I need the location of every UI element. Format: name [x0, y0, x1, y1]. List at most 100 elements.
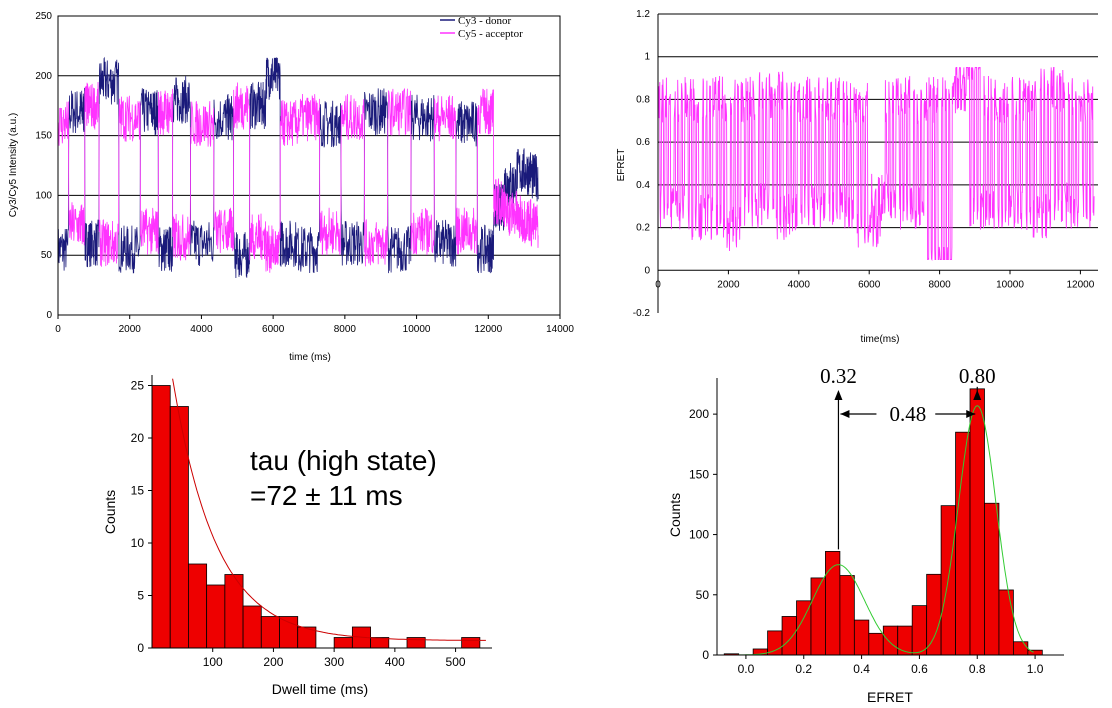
dwell-ytick-label: 5: [137, 589, 144, 603]
delta-label: 0.48: [889, 402, 926, 426]
intensity-ytick-label: 100: [35, 190, 52, 201]
dwell-ylabel: Counts: [102, 490, 118, 534]
intensity-xtick-label: 12000: [474, 324, 502, 335]
dwell-bar: [151, 385, 171, 649]
intensity-xtick-label: 4000: [190, 324, 213, 335]
intensity-xtick-label: 10000: [403, 324, 431, 335]
efret-hist-xtick-label: 0.6: [911, 662, 928, 676]
peak2-label: 0.80: [959, 364, 996, 388]
dwell-ytick-label: 0: [137, 641, 144, 655]
efret-trace-xtick-label: 8000: [928, 279, 951, 290]
dwell-ytick-label: 10: [131, 536, 145, 550]
efret-hist-xlabel: EFRET: [867, 689, 913, 705]
efret-hist-ytick-label: 0: [702, 648, 709, 662]
intensity-trace-panel: 0 50 100 150 200 250 0 2000 4000 6000 8000 10000 120…: [8, 11, 574, 363]
peak1-arrowhead: [834, 390, 843, 400]
dwell-histogram-panel: 0 5 10 15 20 25 100 200 300 400 500 Dwell time (ms…: [102, 375, 492, 697]
efret-hist-fit-curve: [731, 405, 1034, 656]
efret-hist-ytick-label: 200: [689, 407, 709, 421]
efret-trace-ylabel: EFRET: [616, 149, 627, 182]
intensity-ytick-label: 200: [35, 71, 52, 82]
efret-trace-xtick-label: 2000: [717, 279, 740, 290]
dwell-bar: [461, 637, 481, 649]
efret-histogram-panel: 0 50 100 150 200 0.0 0.2 0.4 0.6 0.8 1.0 EFRET Cou…: [667, 364, 1064, 705]
delta-arrow-right-head: [966, 410, 976, 418]
efret-trace-xtick-label: 4000: [788, 279, 811, 290]
intensity-legend: Cy3 - donor Cy5 - acceptor: [440, 15, 523, 40]
dwell-bar: [242, 605, 262, 649]
dwell-bar: [169, 406, 189, 649]
intensity-plot-frame: [57, 15, 561, 316]
efret-hist-bar: [984, 502, 1000, 656]
efret-hist-ytick-label: 150: [689, 467, 709, 481]
efret-hist-ytick-label: 100: [689, 528, 709, 542]
intensity-ytick-label: 0: [46, 310, 52, 321]
delta-arrow-left-head: [840, 410, 850, 418]
efret-hist-bar: [955, 431, 971, 656]
peak2-arrowhead: [973, 390, 982, 400]
efret-trace-ytick-label: 1: [644, 52, 650, 63]
efret-hist-bar: [868, 632, 884, 656]
efret-trace-ytick-label: 0.2: [636, 223, 650, 234]
efret-hist-bar: [926, 573, 942, 656]
efret-trace-ytick-label: 0.4: [636, 180, 650, 191]
efret-hist-xtick-label: 0.8: [969, 662, 986, 676]
efret-hist-xtick-label: 0.4: [853, 662, 870, 676]
intensity-xtick-label: 6000: [262, 324, 285, 335]
dwell-annotation-line2: =72 ± 11 ms: [250, 480, 403, 511]
intensity-xtick-label: 0: [55, 324, 61, 335]
efret-trace-ytick-label: -0.2: [633, 308, 651, 319]
efret-hist-xtick-label: 0.2: [795, 662, 812, 676]
efret-hist-bar: [897, 625, 913, 656]
dwell-xtick-label: 400: [385, 655, 405, 669]
efret-trace-xtick-label: 10000: [996, 279, 1024, 290]
dwell-xlabel: Dwell time (ms): [272, 681, 368, 697]
intensity-ytick-label: 150: [35, 131, 52, 142]
efret-trace-series: [657, 66, 1095, 262]
intensity-ytick-label: 250: [35, 11, 52, 22]
efret-hist-bar: [781, 616, 797, 656]
dwell-bar: [206, 584, 226, 649]
dwell-bar: [260, 616, 280, 649]
efret-hist-xtick-label: 0.0: [738, 662, 755, 676]
legend-label-donor: Cy3 - donor: [458, 15, 512, 27]
intensity-xtick-label: 2000: [119, 324, 142, 335]
dwell-xtick-label: 300: [324, 655, 344, 669]
efret-trace-ytick-label: 0: [644, 265, 650, 276]
dwell-xtick-label: 200: [263, 655, 283, 669]
efret-hist-bar: [853, 619, 870, 656]
dwell-fit-curve: [172, 378, 486, 641]
efret-hist-bar: [767, 630, 783, 656]
efret-hist-bar: [969, 388, 985, 656]
intensity-ylabel: Cy3/Cy5 Intensity (a.u.): [8, 113, 19, 217]
efret-trace-panel: -0.2 0 0.2 0.4 0.6 0.8 1 1.2 0 2000 4000 6000 8000 10…: [616, 9, 1098, 345]
efret-hist-bar: [839, 575, 855, 656]
efret-hist-xtick-label: 1.0: [1027, 662, 1044, 676]
dwell-annotation-line1: tau (high state): [250, 445, 437, 476]
efret-hist-bar: [998, 589, 1014, 656]
intensity-series-acceptor: [57, 81, 539, 273]
efret-hist-ylabel: Counts: [667, 493, 683, 537]
intensity-ytick-label: 50: [41, 250, 53, 261]
efret-hist-bar: [1012, 641, 1029, 656]
dwell-xtick-label: 500: [446, 655, 466, 669]
efret-hist-ytick-label: 50: [696, 588, 710, 602]
intensity-xlabel: time (ms): [289, 352, 331, 363]
legend-label-acceptor: Cy5 - acceptor: [458, 28, 523, 40]
efret-hist-bar: [911, 605, 928, 656]
intensity-xtick-label: 14000: [546, 324, 574, 335]
efret-trace-xtick-label: 12000: [1066, 279, 1094, 290]
dwell-bar: [333, 637, 353, 649]
efret-trace-xlabel: time(ms): [861, 334, 900, 345]
efret-trace-xtick-label: 0: [655, 279, 661, 290]
dwell-bar: [188, 563, 208, 649]
efret-trace-xtick-label: 6000: [858, 279, 881, 290]
dwell-bar: [279, 616, 299, 649]
efret-trace-ytick-label: 1.2: [636, 9, 650, 20]
dwell-xtick-label: 100: [203, 655, 223, 669]
dwell-ytick-label: 15: [131, 484, 145, 498]
efret-trace-ytick-label: 0.8: [636, 94, 650, 105]
intensity-series-donor: [57, 56, 539, 279]
dwell-ytick-label: 25: [131, 379, 145, 393]
